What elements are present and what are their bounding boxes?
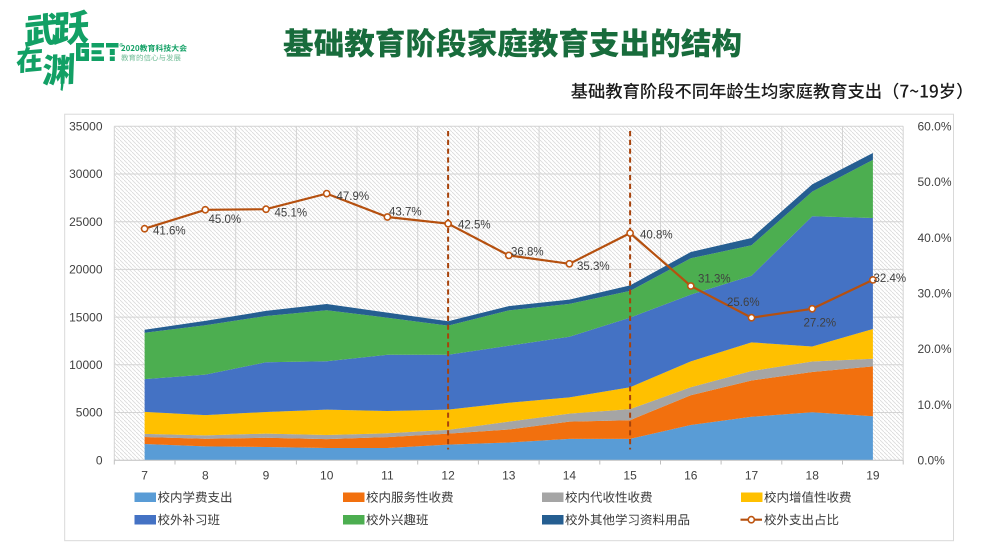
- svg-text:10.0%: 10.0%: [918, 398, 952, 412]
- svg-text:35000: 35000: [69, 120, 103, 134]
- svg-text:11: 11: [381, 469, 394, 483]
- svg-text:32.4%: 32.4%: [874, 273, 907, 285]
- svg-text:7: 7: [141, 469, 148, 483]
- svg-text:0.0%: 0.0%: [918, 453, 946, 467]
- svg-text:30.0%: 30.0%: [918, 286, 952, 300]
- svg-text:18: 18: [806, 469, 820, 483]
- svg-text:20000: 20000: [69, 263, 103, 277]
- svg-text:31.3%: 31.3%: [698, 273, 731, 285]
- svg-text:10: 10: [320, 469, 334, 483]
- svg-text:50.0%: 50.0%: [918, 175, 952, 189]
- svg-text:40.8%: 40.8%: [640, 229, 673, 241]
- svg-text:42.5%: 42.5%: [458, 220, 491, 232]
- svg-text:15: 15: [623, 469, 637, 483]
- svg-text:17: 17: [745, 469, 759, 483]
- svg-text:40.0%: 40.0%: [918, 231, 952, 245]
- svg-text:25000: 25000: [69, 215, 103, 229]
- svg-text:47.9%: 47.9%: [337, 191, 370, 203]
- svg-text:10000: 10000: [69, 358, 103, 372]
- svg-text:25.6%: 25.6%: [727, 297, 760, 309]
- svg-text:43.7%: 43.7%: [389, 207, 422, 219]
- svg-text:9: 9: [263, 469, 270, 483]
- svg-text:36.8%: 36.8%: [511, 247, 544, 259]
- svg-text:20.0%: 20.0%: [918, 342, 952, 356]
- svg-text:19: 19: [866, 469, 880, 483]
- svg-text:0: 0: [96, 453, 103, 467]
- svg-text:41.6%: 41.6%: [153, 225, 186, 237]
- svg-text:5000: 5000: [76, 406, 103, 420]
- svg-text:60.0%: 60.0%: [918, 120, 952, 134]
- svg-text:27.2%: 27.2%: [804, 318, 837, 330]
- svg-text:12: 12: [441, 469, 455, 483]
- svg-text:13: 13: [502, 469, 516, 483]
- svg-text:14: 14: [563, 469, 577, 483]
- svg-text:45.1%: 45.1%: [275, 208, 308, 220]
- svg-text:16: 16: [684, 469, 698, 483]
- svg-text:8: 8: [202, 469, 209, 483]
- svg-text:®: ®: [120, 42, 124, 49]
- svg-text:45.0%: 45.0%: [209, 214, 242, 226]
- svg-text:35.3%: 35.3%: [577, 261, 610, 273]
- svg-text:30000: 30000: [69, 167, 103, 181]
- svg-text:15000: 15000: [69, 310, 103, 324]
